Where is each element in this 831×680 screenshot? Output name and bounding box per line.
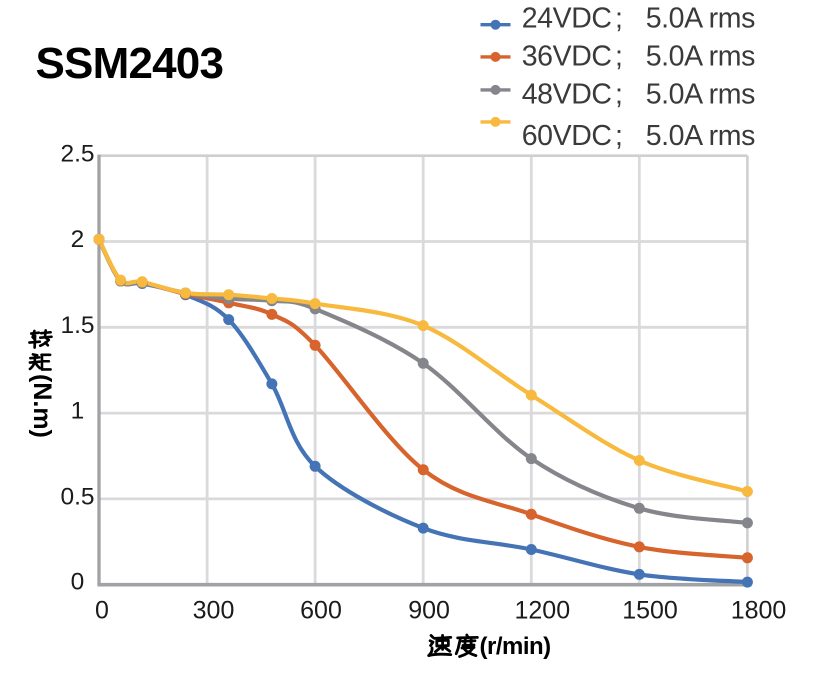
svg-text:1800: 1800 [731,597,787,625]
svg-text:600: 600 [300,597,342,625]
svg-text:2: 2 [71,226,85,253]
svg-text:0: 0 [71,569,85,596]
svg-text:900: 900 [408,597,450,625]
svg-text:0.5: 0.5 [60,483,94,510]
svg-text:2.5: 2.5 [60,140,94,167]
svg-text:300: 300 [193,597,235,625]
svg-text:(r/min): (r/min) [480,633,551,660]
svg-text:1200: 1200 [514,597,570,625]
svg-text:1: 1 [71,398,85,425]
svg-text:1.5: 1.5 [60,312,94,339]
svg-text:SSM2403: SSM2403 [36,39,224,88]
svg-text:1500: 1500 [622,597,678,625]
svg-text:(N.m): (N.m) [28,374,56,438]
svg-text:0: 0 [95,597,109,625]
